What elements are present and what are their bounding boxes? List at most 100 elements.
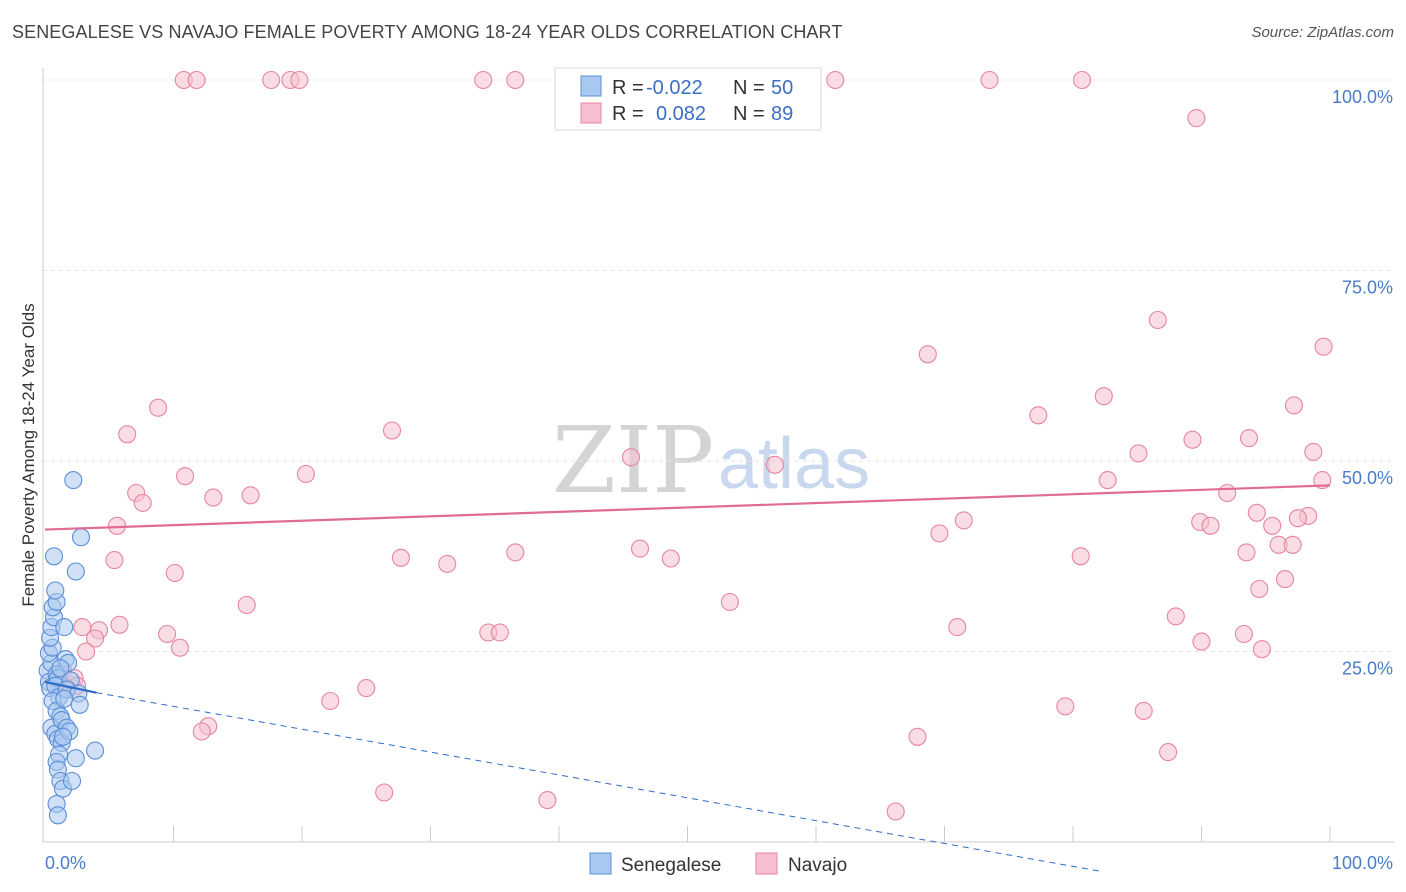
navajo-point [954,511,973,530]
senegalese-point [66,749,85,768]
senegalese-point [62,771,82,791]
navajo-point [149,398,168,417]
navajo-point [1134,701,1153,720]
navajo-point [1201,516,1220,535]
trend-lines [44,484,1331,872]
navajo-point [357,679,376,698]
navajo-point [948,618,967,637]
series-legend-swatch-senegalese [589,852,612,875]
navajo-point [170,638,189,657]
legend-r-label-navajo: R = [612,103,644,125]
navajo-point [1129,444,1148,463]
navajo-point [1247,503,1266,522]
x-ticks [173,826,1331,842]
senegalese-point [71,528,91,547]
navajo-point [375,783,394,802]
senegalese-point [51,659,70,678]
senegalese-point [64,471,83,490]
navajo-point [661,549,680,568]
y-axis-title: Female Poverty Among 18-24 Year Olds [19,303,38,606]
navajo-point [1237,543,1256,562]
navajo-point [630,539,650,558]
y-tick-label: 25.0% [1342,659,1393,679]
chart-title: SENEGALESE VS NAVAJO FEMALE POVERTY AMON… [12,22,843,42]
navajo-trend-line [44,484,1331,531]
navajo-point [506,70,525,90]
navajo-point [110,615,129,634]
navajo-point [1187,109,1206,128]
navajo-point [1313,471,1332,490]
senegalese-point [86,741,105,760]
series-legend-swatch-navajo [755,852,778,875]
navajo-point [1098,471,1117,490]
navajo-point [930,524,949,543]
navajo-point [77,642,96,661]
senegalese-points [38,471,105,825]
navajo-point [1239,429,1259,448]
navajo-point [1183,430,1202,449]
navajo-point [204,488,223,507]
x-tick-label-max: 100.0% [1332,853,1393,873]
grid [43,79,1394,652]
senegalese-point [46,581,65,600]
navajo-point [1250,579,1269,599]
senegalese-point [55,618,74,637]
legend-r-value-senegalese: -0.022 [646,77,703,99]
navajo-point [237,595,256,615]
legend-r-value-navajo: 0.082 [656,103,706,125]
y-tick-label: 50.0% [1342,468,1393,488]
navajo-point [908,727,927,746]
senegalese-point [53,727,73,746]
navajo-point [1056,697,1075,716]
chart-source: Source: ZipAtlas.com [1251,24,1394,41]
navajo-point [1159,743,1178,762]
y-tick-label: 75.0% [1342,278,1393,298]
navajo-point [1263,516,1282,535]
navajo-point [980,70,999,90]
navajo-point [296,464,315,484]
senegalese-point [66,562,85,581]
series-legend-label-senegalese: Senegalese [621,855,721,876]
senegalese-trend-extension [96,692,1099,872]
navajo-point [1283,535,1302,554]
legend-swatch-navajo [580,102,602,124]
navajo-point [1148,310,1167,330]
navajo-point [474,70,493,90]
navajo-point [86,629,105,648]
navajo-point [1304,442,1323,461]
senegalese-point [48,806,67,825]
navajo-point [506,543,525,562]
navajo-point [1094,387,1113,406]
legend-r-label-senegalese: R = [612,77,644,99]
navajo-point [176,467,195,486]
legend-n-value-senegalese: 50 [771,77,793,99]
navajo-point [1288,509,1307,528]
navajo-point [538,791,557,810]
senegalese-point [55,689,74,708]
navajo-point [262,70,281,90]
navajo-point [1275,570,1295,589]
navajo-point [1234,624,1253,644]
legend-n-label-senegalese: N = [733,77,765,99]
navajo-point [1072,70,1092,90]
y-tick-label: 100.0% [1332,87,1393,107]
navajo-point [1284,396,1304,415]
navajo-point [1071,547,1090,566]
navajo-point [391,548,410,567]
navajo-point [118,425,137,444]
navajo-point [1218,483,1237,503]
navajo-point [158,624,177,644]
navajo-point [1029,406,1048,425]
navajo-point [192,722,211,741]
senegalese-point [44,547,64,566]
navajo-point [826,70,845,90]
y-tick-labels: 25.0% 50.0% 75.0% 100.0% [1332,87,1393,679]
navajo-point [187,70,206,90]
navajo-point [438,554,457,573]
x-tick-label-min: 0.0% [45,853,86,873]
navajo-point [290,70,309,90]
senegalese-trend-line [44,680,97,694]
watermark-atlas: atlas [718,424,870,504]
navajo-point [321,691,340,711]
